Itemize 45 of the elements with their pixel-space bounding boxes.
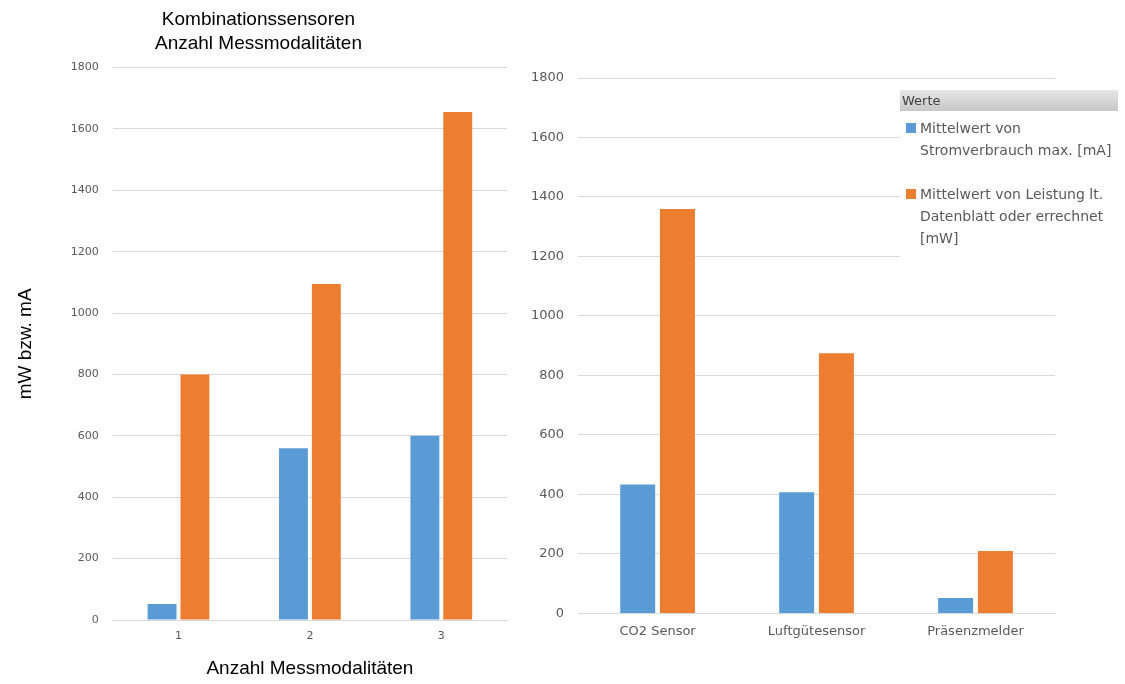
y-tick-label: 600	[539, 426, 565, 442]
bar	[147, 604, 177, 620]
y-tick-label: 800	[539, 366, 565, 382]
y-tick-label: 1400	[530, 188, 565, 204]
y-tick-label: 1600	[70, 121, 99, 135]
y-tick-label: 0	[91, 612, 99, 626]
y-tick-label: 400	[77, 490, 99, 504]
bar	[977, 550, 1013, 613]
x-axis-title: Anzahl Messmodalitäten	[206, 656, 414, 678]
legend-label: Mittelwert von Stromverbrauch max. [mA]	[920, 120, 1112, 158]
y-axis-title: mW bzw. mA	[13, 288, 35, 400]
y-tick-label: 1200	[70, 244, 99, 258]
bar	[279, 448, 308, 620]
y-tick-label: 200	[539, 545, 565, 561]
y-tick-label: 1000	[530, 307, 565, 323]
y-tick-label: 200	[77, 551, 99, 565]
bar	[620, 484, 656, 613]
y-tick-label: 400	[539, 485, 565, 501]
y-tick-label: 800	[77, 367, 99, 381]
y-tick-label: 1800	[530, 69, 565, 85]
legend-heading: Werte	[900, 90, 1118, 111]
bar	[779, 492, 815, 613]
chart-title: Kombinationssensoren	[161, 7, 356, 29]
bar	[659, 208, 695, 613]
y-tick-label: 0	[555, 604, 565, 620]
x-tick-label: CO2 Sensor	[619, 622, 697, 638]
y-tick-label: 1000	[70, 305, 99, 319]
y-tick-label: 600	[77, 428, 99, 442]
bar	[410, 435, 440, 620]
y-tick-label: 1800	[70, 60, 99, 74]
x-tick-label: 2	[306, 629, 314, 643]
x-tick-label: 3	[437, 629, 445, 643]
chart-subtitle: Anzahl Messmodalitäten	[155, 32, 362, 54]
bar	[938, 597, 974, 613]
bar	[180, 374, 210, 620]
legend-label: Mittelwert von Leistung lt. Datenblatt oder errechnet [mW]	[920, 186, 1104, 246]
bar	[818, 353, 854, 613]
y-tick-label: 1600	[530, 128, 565, 144]
x-tick-label: 1	[175, 629, 182, 643]
y-tick-label: 1200	[530, 247, 565, 263]
bar	[443, 112, 473, 620]
x-tick-label: Präsenzmelder	[927, 622, 1025, 638]
y-tick-label: 1400	[70, 183, 99, 197]
x-tick-label: Luftgütesensor	[767, 622, 866, 638]
bar	[311, 283, 341, 620]
